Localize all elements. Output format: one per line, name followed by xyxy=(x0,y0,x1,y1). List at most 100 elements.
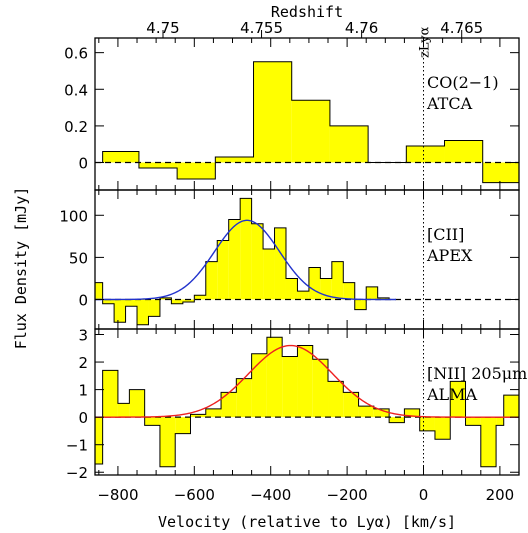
y-tick-label: 0 xyxy=(78,409,88,427)
histogram-bin xyxy=(282,356,298,418)
histogram-bin xyxy=(129,389,145,418)
histogram-bin xyxy=(444,140,483,163)
histogram-bin xyxy=(114,299,126,323)
histogram-bin xyxy=(465,417,481,426)
histogram-bin xyxy=(297,345,313,418)
histogram-bin xyxy=(450,381,466,418)
y-tick-label: 0.6 xyxy=(64,45,88,63)
x-tick-label: −800 xyxy=(97,486,138,504)
histogram-bin xyxy=(125,299,138,307)
histogram-bin xyxy=(102,299,115,304)
panel-instrument-label: ATCA xyxy=(426,94,473,113)
histogram-bin xyxy=(159,297,172,300)
panel-3: −2 −1 0 1 2 3 [NII] 205μm ALMA xyxy=(66,327,527,483)
panel-2: 0 50 100 [CII] APEX xyxy=(59,189,520,330)
histogram-bin xyxy=(215,157,254,163)
y-tick-label: 0 xyxy=(78,155,88,173)
histogram-bin xyxy=(373,408,390,418)
redshift-tick-label: 4.755 xyxy=(240,19,283,37)
histogram-bin xyxy=(482,162,519,183)
histogram-bin xyxy=(343,392,359,418)
histogram-bin xyxy=(182,299,195,303)
histogram-bin xyxy=(328,381,344,418)
histogram-bin xyxy=(263,248,275,300)
x-tick-label: −200 xyxy=(327,486,368,504)
histogram-bin xyxy=(434,417,451,440)
histogram-bin xyxy=(274,227,286,300)
histogram-bin xyxy=(331,261,344,300)
panel-line-label: [NII] 205μm xyxy=(427,364,527,383)
histogram-bin xyxy=(194,295,206,300)
x-tick-label: 0 xyxy=(419,486,429,504)
y-tick-label: 0.4 xyxy=(64,81,88,99)
histogram-bin xyxy=(236,378,252,418)
histogram-bin xyxy=(221,392,237,418)
histogram-bin xyxy=(503,395,519,418)
histogram-bin xyxy=(285,278,298,300)
histogram-bin xyxy=(358,406,374,418)
histogram-bin xyxy=(148,299,160,317)
histogram-bin xyxy=(138,162,178,169)
histogram-bin xyxy=(171,299,183,304)
histogram-bin xyxy=(389,417,405,423)
histogram-bin xyxy=(312,359,329,418)
histogram-bin xyxy=(366,286,378,300)
y-tick-label: 0 xyxy=(78,292,88,310)
redshift-tick-label: 4.75 xyxy=(146,19,179,37)
histogram-bin xyxy=(354,299,367,310)
y-tick-label: 3 xyxy=(78,327,88,345)
histogram-outline xyxy=(95,61,519,184)
histogram-bin xyxy=(251,223,264,300)
redshift-tick-label: 4.76 xyxy=(345,19,378,37)
panel-instrument-label: ALMA xyxy=(426,385,478,404)
top-axis-label: Redshift xyxy=(271,3,343,21)
plot-area xyxy=(95,329,519,475)
histogram-bin xyxy=(117,403,130,418)
histogram-bin xyxy=(144,417,160,426)
histogram-bin xyxy=(266,337,283,418)
histogram-bin xyxy=(377,297,390,300)
histogram-bin xyxy=(291,100,330,163)
histogram-bin xyxy=(102,151,139,163)
histogram-bin xyxy=(190,414,206,418)
histogram-bin xyxy=(329,125,369,163)
x-tick-label: −400 xyxy=(250,486,291,504)
lya-marker-label: zLyα xyxy=(418,26,433,58)
gaussian-fit xyxy=(95,344,519,418)
x-axis-label: Velocity (relative to Lyα) [km/s] xyxy=(158,513,456,531)
histogram-bin xyxy=(137,299,149,325)
x-tick-label: 200 xyxy=(486,486,515,504)
histogram-bin xyxy=(175,417,191,434)
histogram-bin xyxy=(205,408,222,418)
histogram-bin xyxy=(240,198,252,300)
plot-area xyxy=(95,190,519,329)
histogram-bin xyxy=(297,291,309,300)
histogram-bin xyxy=(480,417,497,467)
histogram-bin xyxy=(177,162,216,180)
histogram-bin xyxy=(404,408,420,418)
histogram-outline xyxy=(95,197,401,326)
histogram-bin xyxy=(217,240,229,300)
y-tick-label: 1 xyxy=(78,382,88,400)
x-tick-label: −600 xyxy=(174,486,215,504)
histogram-bin xyxy=(251,353,267,418)
redshift-tick-label: 4.765 xyxy=(440,19,483,37)
histogram-bin xyxy=(205,261,218,300)
bottom-axis: −800 −600 −400 −200 0 200 xyxy=(97,486,514,504)
y-tick-label: 100 xyxy=(59,207,88,225)
y-tick-label: −1 xyxy=(66,437,88,455)
histogram-bin xyxy=(228,219,241,300)
panel-line-label: [CII] xyxy=(427,225,464,244)
panel-instrument-label: APEX xyxy=(426,246,473,265)
histogram-bin xyxy=(343,282,355,300)
panel-line-label: CO(2−1) xyxy=(427,73,499,92)
histogram-outline xyxy=(95,336,519,468)
histogram-bin xyxy=(406,146,445,163)
histogram-bin xyxy=(308,267,321,300)
axis-labels: Flux Density [mJy] Velocity (relative to… xyxy=(12,3,456,531)
top-axis: 4.75 4.755 4.76 4.765 zLyα xyxy=(146,19,483,58)
y-tick-label: −2 xyxy=(66,464,88,482)
y-axis-label: Flux Density [mJy] xyxy=(12,187,30,350)
histogram-bin xyxy=(95,417,103,464)
